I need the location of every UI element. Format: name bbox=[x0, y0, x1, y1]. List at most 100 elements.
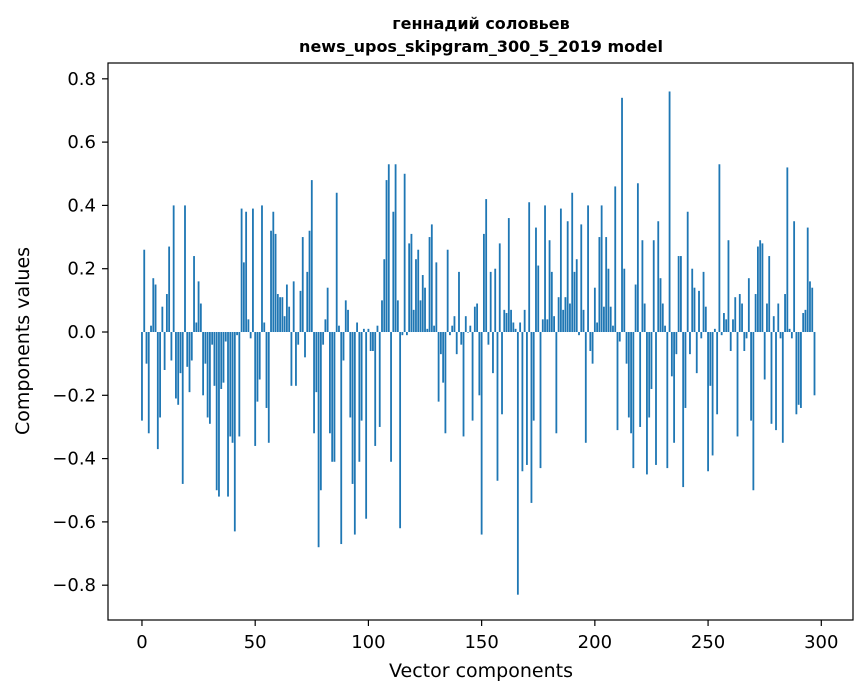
bar-117 bbox=[406, 332, 408, 336]
bar-206 bbox=[607, 268, 610, 333]
bar-52 bbox=[258, 332, 261, 380]
bar-183 bbox=[555, 332, 558, 434]
y-tick-label: −0.4 bbox=[52, 449, 96, 470]
y-tick-label: −0.6 bbox=[52, 512, 96, 533]
bar-91 bbox=[347, 309, 349, 332]
bar-95 bbox=[356, 322, 358, 332]
bar-39 bbox=[229, 332, 232, 437]
bar-21 bbox=[188, 332, 191, 393]
bar-225 bbox=[650, 332, 653, 389]
bar-139 bbox=[455, 332, 458, 355]
bar-263 bbox=[736, 332, 739, 437]
bar-215 bbox=[627, 332, 630, 418]
bar-130 bbox=[435, 262, 438, 333]
bar-31 bbox=[211, 332, 214, 345]
bar-197 bbox=[587, 205, 589, 332]
bar-251 bbox=[709, 332, 712, 386]
bar-26 bbox=[199, 303, 202, 332]
bar-223 bbox=[646, 332, 648, 475]
bar-58 bbox=[272, 211, 275, 332]
bar-64 bbox=[285, 284, 288, 332]
bar-174 bbox=[535, 227, 537, 333]
bar-231 bbox=[664, 325, 666, 333]
bar-255 bbox=[718, 164, 721, 332]
bar-83 bbox=[329, 332, 331, 434]
y-tick-label: 0.2 bbox=[67, 259, 96, 280]
bar-217 bbox=[632, 332, 635, 469]
bar-105 bbox=[378, 332, 381, 427]
bar-275 bbox=[763, 332, 766, 380]
bar-125 bbox=[424, 287, 426, 333]
x-tick-label: 300 bbox=[804, 632, 838, 653]
y-tick-label: 0.0 bbox=[67, 322, 96, 343]
bar-175 bbox=[537, 265, 540, 333]
bar-78 bbox=[317, 332, 320, 548]
y-tick-label: −0.8 bbox=[52, 575, 96, 596]
bar-154 bbox=[489, 271, 492, 333]
bar-280 bbox=[775, 332, 777, 431]
bar-144 bbox=[467, 332, 469, 333]
bar-279 bbox=[772, 316, 775, 332]
bar-207 bbox=[609, 306, 612, 333]
bar-108 bbox=[385, 180, 388, 333]
bar-112 bbox=[394, 164, 397, 332]
bar-92 bbox=[349, 332, 352, 418]
bar-135 bbox=[446, 249, 449, 332]
bar-133 bbox=[442, 332, 445, 383]
bar-169 bbox=[523, 309, 526, 332]
bar-46 bbox=[245, 211, 248, 332]
bar-56 bbox=[267, 332, 270, 443]
bar-36 bbox=[222, 332, 225, 383]
bar-203 bbox=[600, 205, 603, 332]
x-axis-label: Vector components bbox=[389, 660, 573, 682]
bar-220 bbox=[639, 332, 642, 427]
bar-12 bbox=[168, 246, 171, 333]
bar-81 bbox=[324, 319, 327, 333]
bar-281 bbox=[777, 303, 780, 332]
bar-226 bbox=[652, 240, 655, 333]
bar-59 bbox=[274, 233, 277, 333]
bar-191 bbox=[573, 271, 576, 333]
bar-293 bbox=[804, 309, 807, 332]
bar-148 bbox=[476, 303, 479, 332]
bar-28 bbox=[204, 332, 207, 364]
bar-187 bbox=[564, 297, 567, 332]
bar-131 bbox=[437, 332, 440, 402]
bar-35 bbox=[220, 332, 223, 389]
bar-210 bbox=[616, 332, 619, 431]
bar-204 bbox=[603, 306, 605, 333]
bar-214 bbox=[625, 332, 628, 364]
bar-30 bbox=[208, 332, 211, 424]
bar-200 bbox=[593, 287, 596, 333]
bar-256 bbox=[720, 332, 723, 336]
bar-60 bbox=[276, 294, 279, 333]
bar-136 bbox=[449, 332, 451, 336]
bar-63 bbox=[283, 316, 286, 332]
bar-40 bbox=[231, 332, 234, 443]
bar-248 bbox=[702, 271, 705, 333]
chart-title-line-2: news_upos_skipgram_300_5_2019 model bbox=[299, 37, 663, 56]
bar-50 bbox=[254, 332, 257, 446]
bar-146 bbox=[471, 332, 474, 421]
bar-189 bbox=[569, 303, 571, 332]
bar-266 bbox=[743, 332, 746, 351]
bar-239 bbox=[682, 332, 685, 488]
bar-151 bbox=[482, 233, 485, 333]
bar-17 bbox=[179, 332, 182, 374]
bar-90 bbox=[344, 300, 347, 333]
bar-262 bbox=[734, 297, 737, 332]
bar-9 bbox=[161, 306, 164, 333]
bar-143 bbox=[464, 316, 467, 332]
bar-196 bbox=[584, 332, 587, 443]
bar-103 bbox=[374, 332, 377, 446]
bar-89 bbox=[342, 332, 345, 361]
bar-24 bbox=[195, 322, 198, 332]
bar-53 bbox=[261, 205, 263, 332]
bar-209 bbox=[614, 186, 617, 333]
bar-48 bbox=[249, 332, 252, 339]
bar-118 bbox=[408, 243, 411, 332]
bar-106 bbox=[381, 300, 383, 333]
bar-76 bbox=[313, 332, 315, 434]
bar-176 bbox=[539, 332, 542, 469]
